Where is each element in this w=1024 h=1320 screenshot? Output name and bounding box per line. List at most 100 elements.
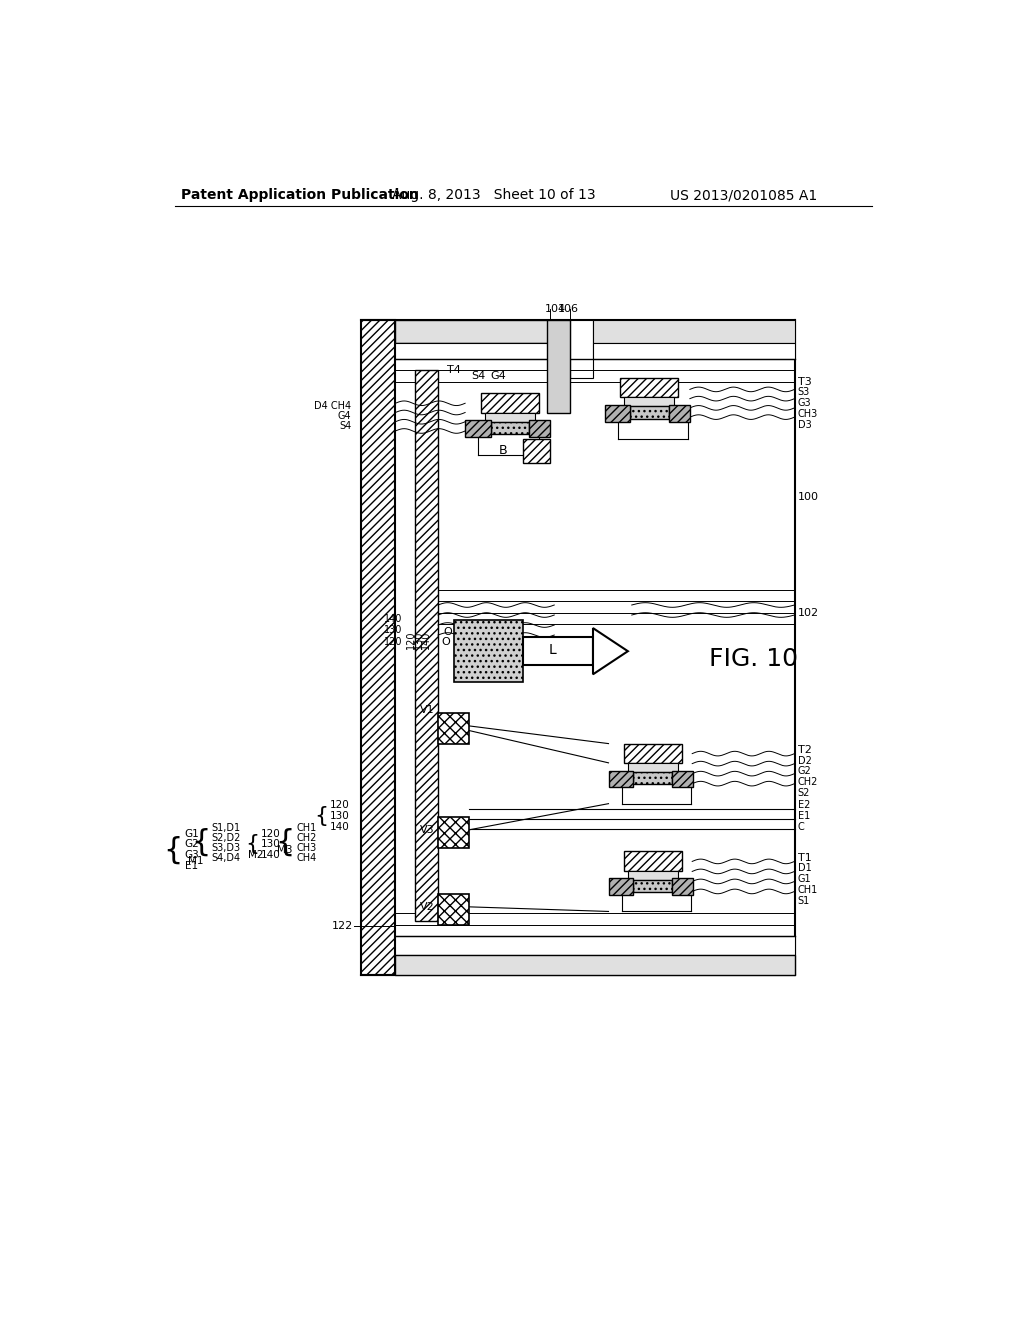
Text: {: { bbox=[163, 836, 182, 865]
Text: 120: 120 bbox=[406, 631, 416, 649]
Text: S4: S4 bbox=[339, 421, 351, 432]
Text: {: { bbox=[313, 807, 328, 826]
Text: Aug. 8, 2013   Sheet 10 of 13: Aug. 8, 2013 Sheet 10 of 13 bbox=[391, 189, 595, 202]
Bar bbox=[604, 405, 630, 422]
Text: 140: 140 bbox=[421, 631, 431, 649]
Bar bbox=[547, 321, 569, 412]
Text: B: B bbox=[499, 445, 508, 458]
Text: Patent Application Publication: Patent Application Publication bbox=[180, 189, 419, 202]
Text: C: C bbox=[798, 822, 804, 832]
Bar bbox=[633, 880, 672, 892]
Text: 130: 130 bbox=[261, 840, 281, 850]
Bar bbox=[633, 772, 672, 784]
Bar bbox=[438, 817, 469, 847]
Text: L: L bbox=[549, 643, 557, 656]
Text: 120: 120 bbox=[384, 638, 402, 647]
Text: S1: S1 bbox=[798, 896, 810, 906]
Bar bbox=[593, 343, 795, 359]
Text: 130: 130 bbox=[414, 631, 424, 649]
Text: 130: 130 bbox=[330, 810, 349, 821]
Text: M2: M2 bbox=[248, 850, 263, 861]
Bar bbox=[438, 713, 469, 743]
Bar bbox=[360, 321, 395, 974]
Text: CH2: CH2 bbox=[798, 777, 818, 787]
Bar bbox=[672, 771, 693, 788]
Text: G4: G4 bbox=[490, 371, 507, 381]
Bar bbox=[395, 956, 795, 974]
Text: E2: E2 bbox=[798, 800, 810, 810]
Text: S4: S4 bbox=[471, 371, 485, 381]
Bar bbox=[628, 763, 678, 772]
Text: CH1: CH1 bbox=[296, 822, 316, 833]
Text: 130: 130 bbox=[384, 626, 402, 635]
Bar bbox=[529, 420, 550, 437]
Text: CH2: CH2 bbox=[296, 833, 316, 842]
Polygon shape bbox=[593, 628, 628, 675]
Text: V3: V3 bbox=[420, 825, 435, 834]
Text: G3: G3 bbox=[184, 850, 200, 861]
Text: CH1: CH1 bbox=[798, 884, 818, 895]
Text: O: O bbox=[443, 627, 453, 638]
Bar bbox=[593, 321, 795, 343]
Text: 140: 140 bbox=[384, 614, 402, 624]
Text: 104: 104 bbox=[545, 304, 566, 314]
Text: 140: 140 bbox=[330, 822, 349, 832]
Bar bbox=[465, 420, 490, 437]
Text: D1: D1 bbox=[798, 863, 811, 874]
Bar bbox=[569, 321, 593, 378]
Text: G1: G1 bbox=[184, 829, 200, 838]
Text: E1: E1 bbox=[798, 810, 810, 821]
Text: CH4: CH4 bbox=[296, 853, 316, 862]
Text: S4,D4: S4,D4 bbox=[212, 853, 241, 862]
Text: D4 CH4: D4 CH4 bbox=[314, 401, 351, 412]
Text: G2: G2 bbox=[798, 767, 811, 776]
Text: FIG. 10: FIG. 10 bbox=[710, 647, 799, 671]
Bar bbox=[628, 871, 678, 880]
Text: G3: G3 bbox=[798, 399, 811, 408]
Bar bbox=[480, 393, 539, 412]
Text: 120: 120 bbox=[261, 829, 281, 838]
Bar bbox=[624, 743, 682, 763]
Bar bbox=[395, 936, 795, 956]
Text: {: { bbox=[246, 834, 260, 854]
Bar bbox=[395, 343, 562, 359]
Text: 120: 120 bbox=[330, 800, 349, 810]
Text: 106: 106 bbox=[558, 304, 580, 314]
Text: S1,D1: S1,D1 bbox=[212, 822, 241, 833]
Text: T1: T1 bbox=[798, 853, 811, 862]
Text: D2: D2 bbox=[798, 755, 811, 766]
Text: T2: T2 bbox=[798, 744, 811, 755]
Bar bbox=[608, 878, 633, 895]
Bar bbox=[523, 638, 593, 665]
Text: S2,D2: S2,D2 bbox=[212, 833, 241, 842]
Text: {: { bbox=[190, 828, 210, 857]
Bar bbox=[630, 407, 669, 418]
Text: S3: S3 bbox=[798, 388, 810, 397]
Bar bbox=[669, 405, 690, 422]
Text: V1: V1 bbox=[420, 705, 435, 715]
Text: G2: G2 bbox=[184, 840, 200, 850]
Text: 140: 140 bbox=[261, 850, 281, 861]
Text: G1: G1 bbox=[798, 874, 811, 884]
Bar bbox=[523, 440, 550, 462]
Bar bbox=[490, 422, 529, 434]
Text: M1: M1 bbox=[188, 855, 204, 866]
Text: T3: T3 bbox=[798, 376, 811, 387]
Text: S2: S2 bbox=[798, 788, 810, 797]
Bar bbox=[438, 894, 469, 924]
Bar bbox=[672, 878, 693, 895]
Text: V2: V2 bbox=[420, 902, 435, 912]
Text: O: O bbox=[441, 638, 450, 647]
Text: G4: G4 bbox=[338, 412, 351, 421]
Text: {: { bbox=[275, 828, 295, 857]
Text: 100: 100 bbox=[798, 492, 818, 502]
Bar bbox=[624, 397, 675, 407]
Text: CH3: CH3 bbox=[798, 409, 818, 418]
Text: D3: D3 bbox=[798, 420, 811, 430]
Bar bbox=[415, 370, 438, 921]
Text: US 2013/0201085 A1: US 2013/0201085 A1 bbox=[671, 189, 818, 202]
Text: M3: M3 bbox=[276, 845, 292, 855]
Bar bbox=[454, 620, 523, 682]
Bar bbox=[621, 378, 678, 397]
Text: S3,D3: S3,D3 bbox=[212, 842, 241, 853]
